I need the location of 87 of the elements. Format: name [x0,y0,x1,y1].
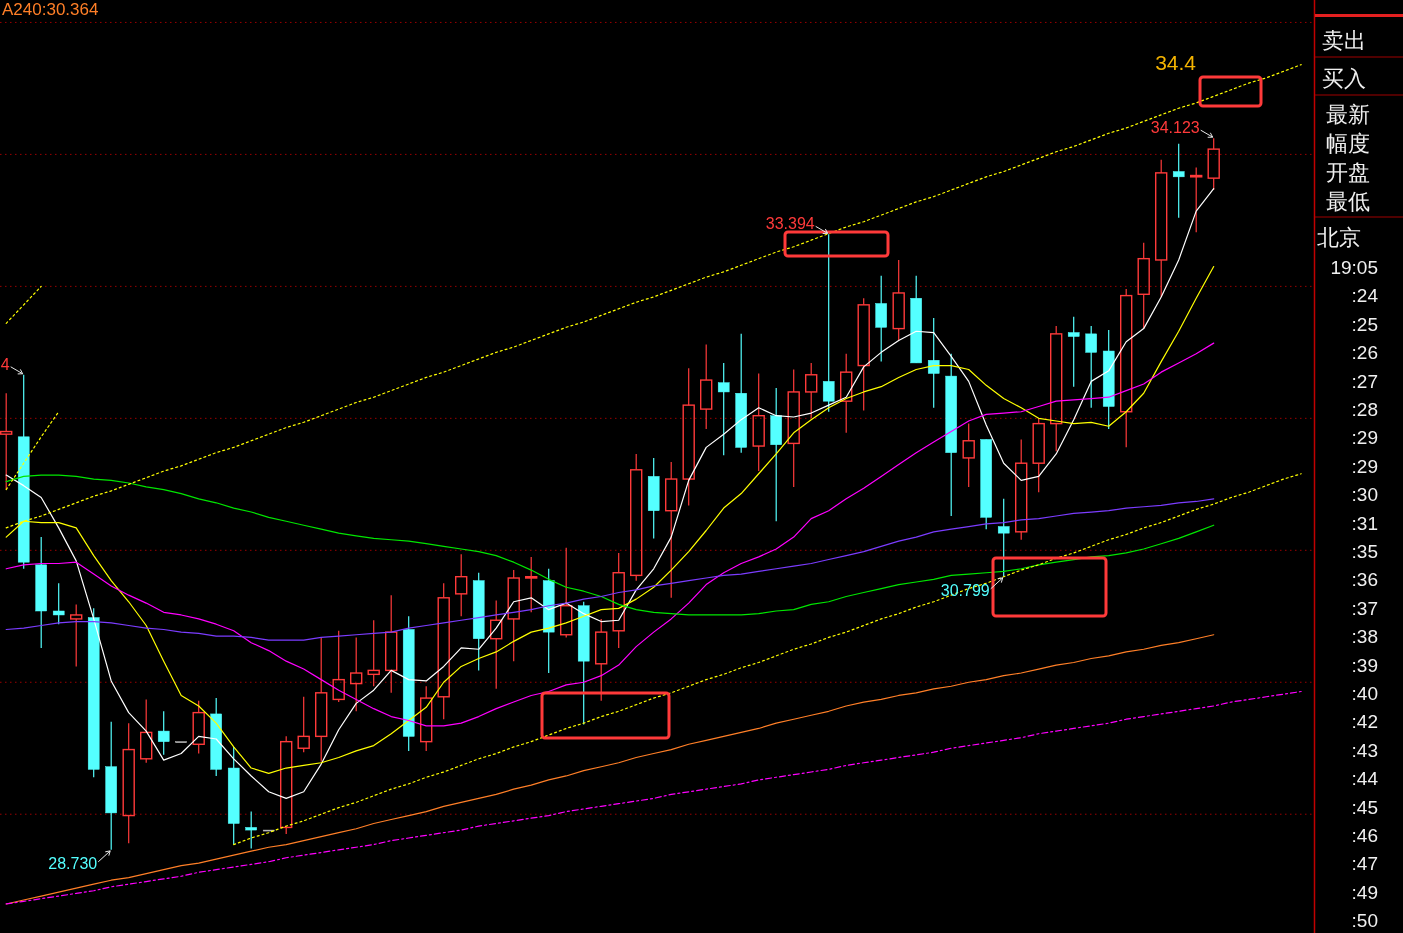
candlestick [367,619,380,687]
candlestick [997,498,1010,578]
text: :38 [1351,626,1378,648]
candlestick [1032,417,1045,493]
candlestick [682,367,695,507]
candlestick [875,275,887,363]
candlestick [455,553,468,617]
text: :50 [1351,910,1378,932]
candlestick [315,636,328,763]
text: :29 [1351,427,1378,449]
candlestick [595,618,608,702]
text: :27 [1351,370,1378,392]
text: :44 [1351,768,1379,790]
text: :43 [1351,739,1378,761]
annotation: 28.730 [48,854,98,872]
candlestick [700,343,713,430]
candlestick [665,461,678,599]
text: 卖出 [1322,28,1366,53]
text: :25 [1351,313,1378,335]
candlestick [350,636,363,712]
text: :28 [1351,399,1378,420]
annotation: 34.4 [1155,51,1197,74]
candlestick [437,582,450,720]
candlestick [507,569,520,662]
text: :42 [1351,711,1378,733]
text: 19:05 [1330,257,1378,278]
candlestick [1137,242,1150,330]
text: :24 [1351,285,1379,307]
candlestick [1067,316,1080,388]
candlestick [490,599,503,690]
text: 最新 [1326,102,1370,127]
candlestick [1050,325,1063,452]
text: 幅度 [1326,131,1370,156]
candlestick [630,453,643,582]
candlestick [962,423,975,488]
text: :31 [1351,512,1378,534]
candlestick [122,722,135,844]
candlestick [297,696,310,753]
candlestick [717,362,730,456]
text: :39 [1351,654,1378,676]
text: 买入 [1322,66,1366,91]
candlestick [840,353,853,434]
candlestick [245,810,257,850]
candlestick [420,685,433,752]
candlestick [157,710,170,756]
text: :35 [1351,541,1378,562]
candlestick [1085,325,1097,409]
annotation: 34.123 [1150,119,1200,137]
text: :26 [1351,342,1378,364]
text: :47 [1351,853,1378,875]
text: :46 [1351,825,1378,846]
candlestick [1120,288,1133,448]
text: :45 [1351,796,1378,818]
text: :40 [1351,683,1378,704]
candlestick [192,700,205,755]
candlestick [752,372,765,472]
candlestick [1190,167,1203,233]
text: :36 [1351,569,1378,591]
candlestick [805,362,818,419]
candlestick [787,368,800,488]
candlestick [892,259,905,342]
text: :49 [1351,881,1378,903]
candlestick [140,698,153,764]
annotation: 33.394 [765,215,815,233]
text: :29 [1351,455,1378,477]
annotation: 4 [0,355,10,373]
candlestick [822,233,835,413]
candlestick [70,603,83,668]
text: 北京 [1317,225,1361,250]
candlestick [525,556,538,613]
text: 最低 [1326,189,1370,214]
text: 开盘 [1326,160,1370,185]
candlestick [0,392,13,491]
candlestick [385,594,398,694]
candlestick [1155,159,1168,298]
candlestick [332,630,345,703]
candlestick [1172,143,1185,219]
candlestick [857,297,870,412]
candlestick [612,552,625,649]
text: :37 [1351,597,1378,619]
candlestick [560,547,573,638]
candlestick [1015,438,1028,541]
candlestick [927,317,940,409]
annotation: 30.799 [940,581,990,599]
text: A240:30.364 [2,0,99,19]
text: :30 [1351,484,1378,506]
candlestick [52,582,65,625]
